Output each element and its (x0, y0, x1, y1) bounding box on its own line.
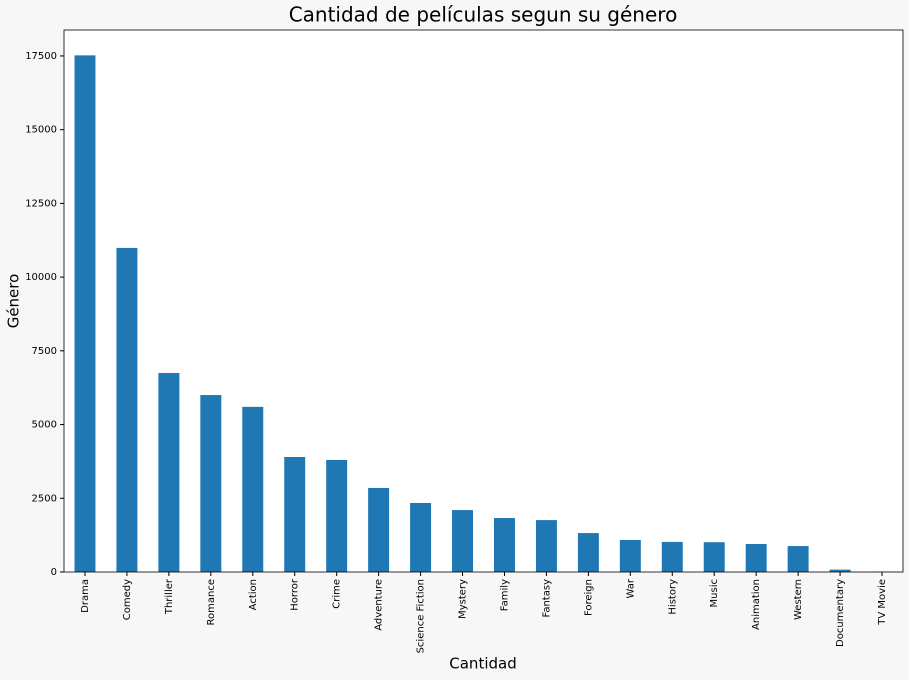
x-tick-label: Action (248, 579, 259, 610)
x-tick-label: Western (793, 579, 804, 620)
bar (535, 520, 557, 572)
bar (577, 533, 599, 572)
bar (200, 395, 222, 572)
bar (452, 510, 474, 572)
bar (661, 541, 683, 572)
x-tick-label: TV Movie (877, 579, 888, 626)
x-tick-label: Foreign (583, 579, 594, 616)
x-tick-label: Mystery (458, 579, 469, 619)
x-tick-label: Drama (80, 579, 91, 613)
bar (787, 546, 809, 572)
y-tick-label: 2500 (32, 493, 57, 504)
bar (242, 406, 264, 572)
y-tick-label: 10000 (25, 272, 57, 283)
bar (284, 456, 306, 572)
x-tick-label: Animation (751, 579, 762, 630)
bar (745, 543, 767, 572)
x-tick-label: War (625, 578, 636, 598)
bar (410, 502, 432, 572)
y-tick-label: 15000 (25, 125, 57, 136)
x-tick-label: Crime (332, 579, 343, 609)
x-tick-label: Family (499, 579, 510, 611)
x-tick-label: Documentary (835, 579, 846, 647)
x-tick-label: Fantasy (541, 579, 552, 618)
x-tick-label: Adventure (374, 579, 385, 631)
bar (493, 518, 515, 572)
bar (703, 542, 725, 572)
y-tick-label: 0 (51, 567, 57, 578)
y-tick-label: 12500 (25, 198, 57, 209)
bar (74, 55, 96, 573)
x-tick-label: Thriller (164, 578, 175, 615)
plot-area (64, 30, 903, 572)
plot-frame (63, 29, 904, 573)
bar (326, 459, 348, 572)
x-tick-label: Comedy (122, 579, 133, 620)
y-tick-label: 17500 (25, 51, 57, 62)
bar (829, 569, 851, 572)
y-tick-label: 5000 (32, 420, 57, 431)
x-tick-label: Music (709, 579, 720, 607)
bar (619, 540, 641, 572)
bar (368, 487, 390, 572)
bar (116, 247, 138, 572)
x-tick-label: History (667, 579, 678, 615)
x-axis-label: Cantidad (449, 655, 516, 673)
y-axis-label: Género (5, 274, 23, 329)
x-tick-label: Romance (206, 579, 217, 625)
y-tick-label: 7500 (32, 346, 57, 357)
x-tick-label: Horror (290, 578, 301, 611)
bar (158, 372, 180, 572)
chart-title: Cantidad de películas segun su género (289, 3, 678, 27)
x-tick-label: Science Fiction (416, 579, 427, 653)
